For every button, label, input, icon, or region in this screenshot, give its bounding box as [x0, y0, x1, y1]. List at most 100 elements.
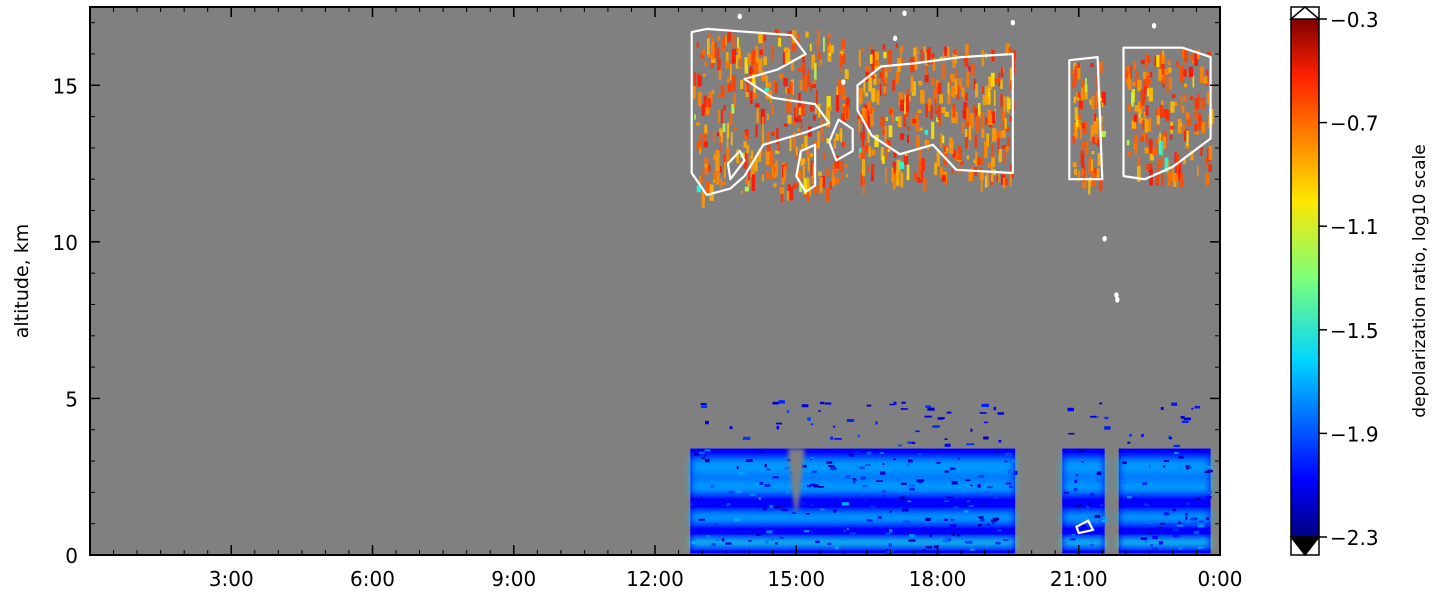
low-layer-fragment	[915, 430, 920, 433]
cirrus-pixel	[966, 107, 969, 125]
low-layer-pixel	[1158, 541, 1163, 545]
cirrus-pixel	[782, 51, 785, 67]
low-layer-pixel	[831, 461, 836, 465]
cirrus-pixel	[791, 37, 797, 52]
low-layer-pixel	[1090, 540, 1095, 543]
low-layer-fragment	[997, 412, 1005, 415]
cirrus-pixel	[771, 104, 774, 115]
cirrus-pixel	[881, 67, 884, 83]
low-layer-pixel	[950, 518, 955, 521]
cirrus-pixel	[841, 174, 844, 181]
cirrus-pixel	[1085, 78, 1087, 93]
cirrus-pixel	[1145, 71, 1149, 79]
cirrus-pixel	[1158, 68, 1162, 82]
low-layer-pixel	[1193, 449, 1201, 452]
low-layer-pixel	[978, 475, 985, 478]
cirrus-pixel	[803, 178, 807, 195]
cirrus-pixel	[1182, 49, 1184, 58]
cirrus-pixel	[1184, 49, 1188, 63]
low-layer-pixel	[983, 491, 988, 494]
low-layer-pixel	[1094, 514, 1101, 519]
cirrus-pixel	[942, 63, 945, 80]
low-layer-pixel	[1163, 459, 1169, 463]
low-layer-pixel	[1144, 539, 1148, 543]
x-tick-label: 9:00	[491, 567, 536, 591]
cirrus-pixel	[862, 121, 865, 137]
cirrus-pixel	[969, 112, 974, 129]
cirrus-pixel	[965, 92, 968, 101]
cirrus-pixel	[987, 109, 992, 124]
contour-speck	[1114, 292, 1119, 298]
cirrus-pixel	[977, 156, 982, 166]
low-layer-pixel	[1162, 465, 1166, 468]
cirrus-pixel	[1133, 114, 1137, 123]
cirrus-pixel	[974, 108, 978, 119]
low-layer-pixel	[1200, 538, 1206, 540]
low-layer-pixel	[809, 456, 815, 460]
cirrus-pixel	[713, 179, 716, 183]
low-layer-pixel	[817, 521, 821, 525]
cirrus-pixel	[1099, 97, 1104, 102]
cirrus-pixel	[981, 49, 985, 67]
cirrus-pixel	[875, 93, 878, 102]
low-layer-pixel	[978, 516, 984, 519]
cirrus-pixel	[882, 156, 885, 164]
cirrus-pixel	[755, 124, 758, 138]
cirrus-pixel	[839, 53, 843, 68]
cirrus-pixel	[1143, 71, 1146, 79]
cirrus-pixel	[730, 111, 733, 126]
cirrus-pixel	[883, 85, 887, 94]
cirrus-pixel	[758, 58, 763, 73]
cirrus-pixel	[1078, 107, 1081, 120]
cirrus-pixel	[695, 122, 701, 126]
low-layer-pixel	[749, 493, 756, 497]
low-layer-fragment	[807, 417, 811, 421]
cirrus-pixel	[1131, 120, 1136, 129]
low-layer-fragment	[1104, 416, 1109, 420]
cirrus-pixel	[1170, 125, 1174, 130]
low-layer-pixel	[1192, 496, 1198, 498]
low-layer-pixel	[956, 534, 961, 537]
low-layer-pixel	[845, 475, 851, 479]
cirrus-pixel	[924, 74, 929, 83]
cirrus-pixel	[941, 107, 946, 114]
cirrus-pixel	[867, 130, 870, 143]
cirrus-pixel	[871, 107, 875, 112]
cirrus-pixel	[1205, 75, 1208, 83]
contour-speck	[737, 13, 742, 20]
cirrus-pixel	[845, 97, 850, 110]
cirrus-pixel	[1003, 151, 1006, 165]
cirrus-pixel	[926, 49, 931, 65]
cirrus-pixel	[875, 59, 879, 67]
x-tick-label: 3:00	[209, 567, 254, 591]
cirrus-pixel	[1148, 138, 1153, 154]
low-layer-pixel	[965, 540, 973, 544]
cirrus-pixel	[903, 114, 907, 128]
cirrus-pixel	[871, 75, 876, 79]
low-layer-pixel	[772, 538, 775, 541]
cirrus-pixel	[1002, 111, 1006, 122]
cirrus-pixel	[863, 178, 866, 184]
low-layer-fragment	[742, 436, 751, 440]
cirrus-pixel	[789, 138, 792, 151]
cirrus-pixel	[751, 174, 755, 191]
cirrus-pixel	[880, 147, 884, 161]
cirrus-pixel	[1160, 62, 1165, 75]
low-layer-pixel	[766, 530, 773, 534]
cirrus-pixel	[1158, 158, 1163, 167]
cirrus-pixel	[827, 37, 829, 47]
cirrus-pixel	[1167, 60, 1171, 66]
cirrus-pixel	[721, 181, 727, 185]
cirrus-pixel	[1075, 119, 1079, 127]
cirrus-pixel	[1006, 96, 1009, 113]
cirrus-pixel	[992, 128, 997, 142]
cirrus-pixel	[743, 141, 747, 148]
cirrus-pixel	[1090, 159, 1093, 172]
cirrus-pixel	[934, 98, 937, 115]
cirrus-pixel	[968, 169, 973, 181]
cirrus-pixel	[802, 62, 806, 79]
low-layer-pixel	[1069, 538, 1076, 541]
cirrus-pixel	[871, 88, 876, 102]
low-layer-pixel	[866, 519, 873, 522]
cirrus-pixel	[1126, 140, 1130, 146]
